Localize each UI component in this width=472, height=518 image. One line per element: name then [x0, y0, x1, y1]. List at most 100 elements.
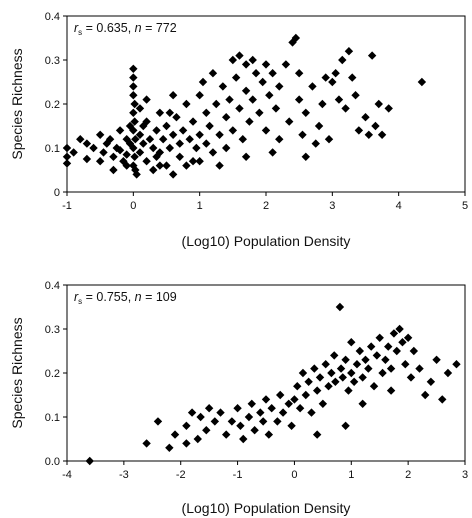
data-point — [235, 51, 244, 60]
data-point — [374, 99, 383, 109]
data-point — [122, 150, 131, 159]
data-point — [153, 417, 163, 426]
data-point — [352, 360, 362, 369]
panel-bottom: -4 -3 -2 -1 0 1 2 3 0.0 0.1 0.2 0.3 0.4 rs = 0.755, … — [9, 280, 468, 516]
data-point — [344, 386, 353, 395]
data-point — [109, 165, 118, 175]
data-point — [264, 430, 274, 439]
data-point — [149, 165, 158, 175]
data-point — [233, 404, 242, 413]
data-point — [222, 430, 231, 439]
data-point — [314, 121, 324, 131]
data-point — [438, 395, 447, 404]
data-point — [251, 69, 261, 78]
data-point — [225, 95, 234, 104]
r-value: = 0.635, — [82, 21, 134, 35]
data-point — [165, 143, 175, 153]
data-point — [364, 130, 374, 139]
data-point — [142, 439, 151, 448]
data-point — [293, 382, 302, 391]
data-point — [261, 395, 271, 404]
data-point — [195, 157, 204, 166]
data-point — [349, 377, 359, 386]
data-point — [129, 91, 138, 100]
data-point — [295, 404, 305, 413]
data-point — [336, 364, 346, 373]
data-point — [218, 82, 228, 91]
data-point — [367, 51, 377, 60]
data-point — [271, 104, 281, 113]
n-value: = 109 — [142, 290, 177, 304]
data-point — [193, 434, 202, 444]
data-point — [162, 161, 171, 170]
data-point — [196, 412, 205, 422]
data-point — [247, 399, 256, 408]
data-point — [204, 404, 214, 413]
y-tick-label-bottom: 0.4 — [45, 280, 60, 292]
data-point — [276, 390, 285, 400]
data-point — [298, 368, 308, 378]
data-point — [275, 82, 284, 91]
data-point — [366, 342, 376, 351]
data-point — [99, 148, 108, 157]
data-point — [330, 351, 339, 360]
data-point — [195, 130, 204, 139]
data-point — [321, 73, 330, 82]
data-points-bottom — [85, 302, 461, 466]
data-point — [109, 152, 118, 161]
data-point — [265, 91, 274, 100]
data-point — [188, 157, 198, 166]
data-point — [403, 333, 413, 342]
data-point — [358, 373, 367, 382]
data-point — [355, 346, 365, 356]
data-point — [298, 130, 307, 139]
data-point — [301, 390, 310, 400]
data-point — [338, 373, 347, 382]
data-point — [384, 342, 393, 351]
data-point — [261, 60, 271, 69]
data-point — [284, 399, 293, 408]
data-point — [294, 69, 304, 78]
data-point — [324, 382, 333, 391]
data-point — [256, 408, 265, 417]
data-point — [132, 170, 141, 179]
data-point — [386, 364, 396, 373]
data-point — [386, 386, 396, 395]
data-point — [443, 368, 453, 378]
data-point — [378, 368, 387, 378]
data-point — [241, 152, 251, 161]
data-point — [344, 47, 354, 56]
data-point — [182, 161, 191, 170]
data-point — [155, 161, 165, 170]
data-point — [273, 417, 282, 426]
data-point — [392, 346, 401, 356]
data-point — [216, 408, 225, 417]
data-point — [358, 399, 367, 408]
data-point — [192, 143, 201, 153]
panel-top: -1 0 1 2 3 4 500.10.20.30.4 rs = 0.635, n = 77… — [9, 11, 468, 249]
x-axis-title-top: (Log10) Population Density — [182, 233, 351, 249]
data-point — [152, 152, 161, 161]
y-tick-label-bottom: 0.3 — [45, 324, 60, 336]
data-point — [432, 355, 441, 364]
data-point — [162, 121, 171, 131]
data-point — [347, 368, 356, 378]
data-point — [312, 430, 322, 439]
data-point — [312, 386, 322, 395]
data-point — [170, 430, 180, 439]
data-point — [139, 139, 148, 148]
data-point — [185, 135, 194, 144]
data-point — [152, 126, 161, 135]
data-point — [304, 377, 313, 386]
data-point — [395, 324, 404, 334]
data-point — [198, 77, 208, 87]
data-point — [175, 139, 184, 148]
x-tick-label-bottom: 1 — [348, 469, 354, 481]
data-point — [290, 395, 299, 404]
data-point — [155, 108, 165, 117]
data-point — [258, 417, 268, 426]
y-tick-label-bottom: 0.0 — [45, 456, 60, 468]
data-point — [82, 139, 92, 148]
data-point — [258, 77, 267, 87]
data-point — [421, 390, 430, 400]
